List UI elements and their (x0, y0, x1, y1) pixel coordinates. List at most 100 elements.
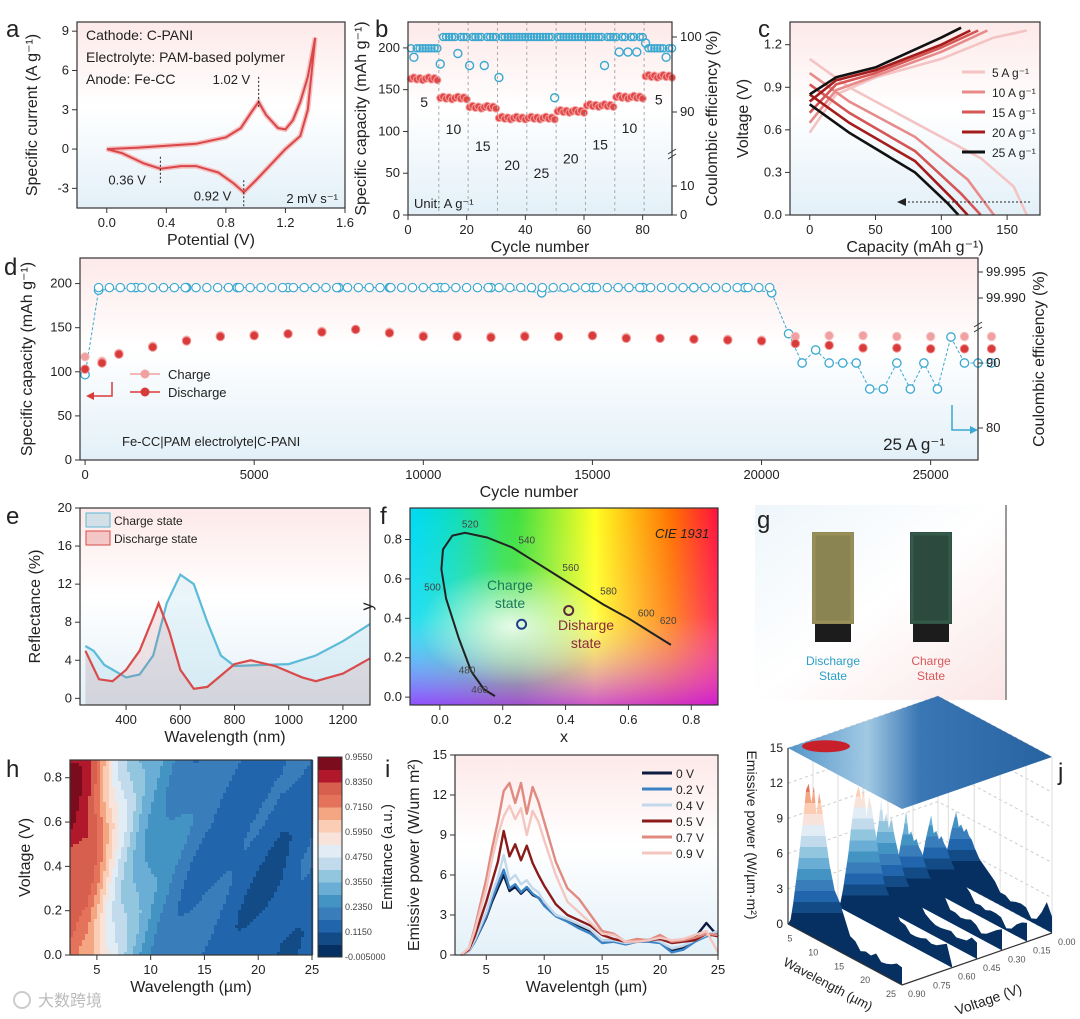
heatmap-cell (115, 772, 119, 776)
heatmap-cell (178, 898, 182, 902)
ce-point (415, 43, 425, 53)
heatmap-cell (121, 781, 125, 785)
heatmap-cell (148, 772, 152, 776)
heatmap-cell (73, 781, 77, 785)
heatmap-cell (205, 847, 209, 851)
heatmap-cell (106, 892, 110, 896)
ce-point (556, 32, 565, 42)
heatmap-cell (229, 874, 233, 878)
heatmap-cell (145, 907, 149, 911)
heatmap-cell (160, 823, 164, 827)
heatmap-cell (124, 778, 128, 782)
heatmap-cell (208, 778, 212, 782)
heatmap-cell (121, 937, 125, 941)
heatmap-cell (100, 817, 104, 821)
heatmap-cell (250, 778, 254, 782)
ce-point (667, 282, 677, 293)
heatmap-cell (196, 886, 200, 890)
heatmap-cell (73, 907, 77, 911)
heatmap-cell (145, 826, 149, 830)
heatmap-cell (130, 763, 134, 767)
y2-tick-label: 10 (680, 178, 694, 193)
heatmap-cell (244, 859, 248, 863)
heatmap-cell (190, 868, 194, 872)
heatmap-cell (130, 943, 134, 947)
heatmap-cell (181, 871, 185, 875)
ce-point (532, 32, 542, 42)
heatmap-cell (79, 784, 83, 788)
heatmap-cell (136, 808, 140, 812)
heatmap-cell (262, 916, 266, 920)
heatmap-cell (187, 916, 191, 920)
heatmap-cell (199, 952, 203, 956)
heatmap-cell (160, 808, 164, 812)
heatmap-cell (121, 913, 125, 917)
heatmap-cell (250, 919, 254, 923)
heatmap-cell (145, 895, 149, 899)
heatmap-cell (190, 871, 194, 875)
heatmap-cell (223, 886, 227, 890)
heatmap-cell (88, 874, 92, 878)
heatmap-cell (238, 808, 242, 812)
heatmap-cell (193, 898, 197, 902)
heatmap-cell (166, 796, 170, 800)
heatmap-cell (166, 841, 170, 845)
heatmap-cell (163, 883, 167, 887)
heatmap-cell (145, 772, 149, 776)
heatmap-cell (112, 784, 116, 788)
heatmap-cell (166, 916, 170, 920)
heatmap-cell (118, 922, 122, 926)
heatmap-cell (112, 901, 116, 905)
ce-point (606, 32, 615, 42)
heatmap-cell (118, 901, 122, 905)
heatmap-cell (172, 847, 176, 851)
heatmap-cell (121, 805, 125, 809)
heatmap-cell (265, 922, 269, 926)
heatmap-cell (208, 871, 212, 875)
heatmap-cell (136, 931, 140, 935)
heatmap-cell (172, 856, 176, 860)
heatmap-cell (214, 895, 218, 899)
heatmap-cell (190, 826, 194, 830)
heatmap-cell (121, 952, 125, 956)
heatmap-cell (163, 826, 167, 830)
heatmap-cell (145, 838, 149, 842)
heatmap-cell (79, 775, 83, 779)
ce-point (421, 43, 430, 53)
heatmap-cell (82, 889, 86, 893)
heatmap-cell (241, 853, 245, 857)
y-tick-label: 20 (58, 500, 72, 515)
heatmap-cell (235, 817, 239, 821)
heatmap-cell (217, 883, 221, 887)
heatmap-cell (142, 919, 146, 923)
heatmap-cell (88, 856, 92, 860)
heatmap-cell (226, 763, 230, 767)
heatmap-cell (73, 913, 77, 917)
y-tick-label: 9 (62, 23, 69, 38)
heatmap-cell (193, 889, 197, 893)
heatmap-cell (124, 949, 128, 953)
heatmap-cell (82, 937, 86, 941)
ce-point (430, 43, 439, 53)
heatmap-cell (88, 943, 92, 947)
heatmap-cell (172, 805, 176, 809)
heatmap-cell (175, 820, 179, 824)
heatmap-cell (109, 910, 113, 914)
heatmap-cell (91, 781, 95, 785)
legend-label: Charge (168, 367, 211, 382)
heatmap-cell (79, 847, 83, 851)
heatmap-cell (205, 901, 209, 905)
heatmap-cell (139, 931, 143, 935)
heatmap-cell (256, 805, 260, 809)
heatmap-cell (238, 946, 242, 950)
heatmap-cell (148, 883, 152, 887)
heatmap-cell (115, 922, 119, 926)
heatmap-cell (220, 904, 224, 908)
heatmap-cell (79, 787, 83, 791)
heatmap-cell (250, 922, 254, 926)
x-tick-label: 10 (143, 962, 157, 977)
heatmap-cell (247, 781, 251, 785)
heatmap-cell (73, 934, 77, 938)
heatmap-cell (208, 805, 212, 809)
heatmap-cell (193, 784, 197, 788)
